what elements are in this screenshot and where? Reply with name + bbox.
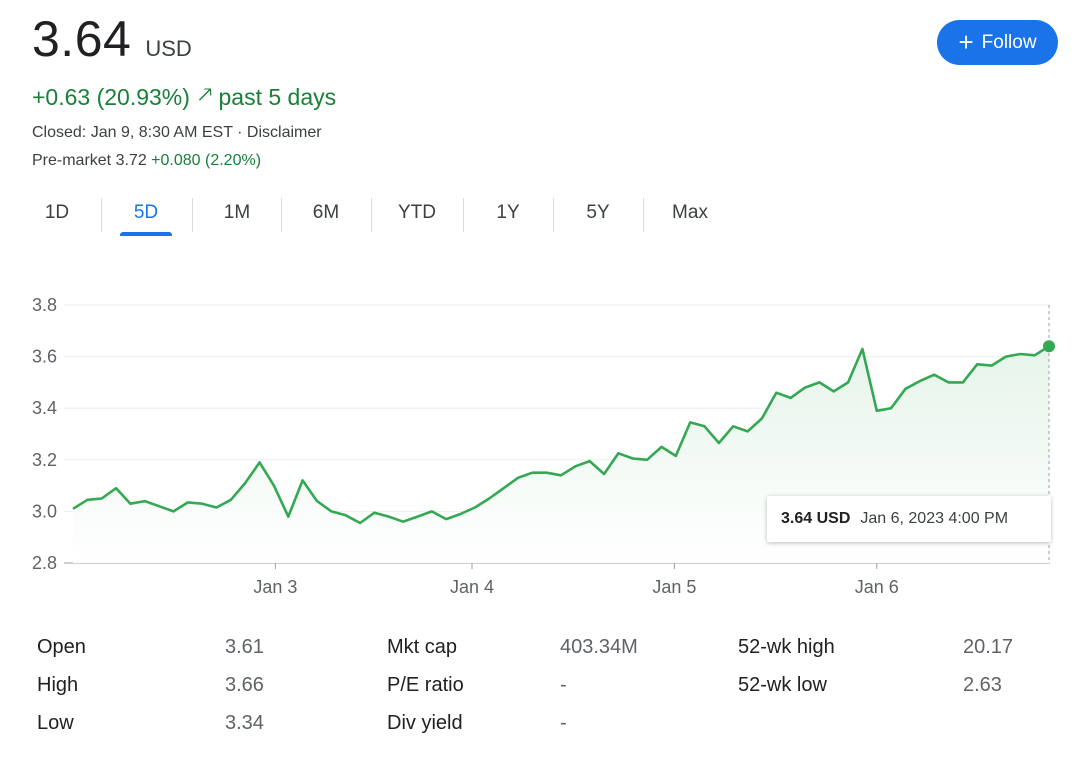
current-price: 3.64: [32, 11, 132, 67]
stat-label-low: Low: [37, 712, 74, 734]
stat-value-high: 3.66: [225, 674, 264, 696]
tooltip-date: Jan 6, 2023 4:00 PM: [860, 510, 1009, 527]
tab-divider: [553, 198, 554, 232]
tab-1m[interactable]: 1M: [223, 202, 251, 223]
x-tick-label: Jan 6: [855, 577, 899, 597]
price-chart[interactable]: 2.8 3.0 3.2 3.4 3.6 3.8 Jan 3 Jan 4 Jan 5 Jan 6: [0, 280, 1080, 610]
stat-value-52wk-high: 20.17: [963, 636, 1014, 658]
change-period: past 5 days: [218, 83, 337, 110]
stat-value-52wk-low: 2.63: [963, 674, 1002, 696]
active-tab-indicator: [120, 232, 172, 236]
x-tick-label: Jan 3: [253, 577, 297, 597]
stat-value-open: 3.61: [225, 636, 264, 658]
tab-6m[interactable]: 6M: [312, 202, 340, 223]
stat-label-mkt-cap: Mkt cap: [387, 636, 458, 658]
tab-1d[interactable]: 1D: [44, 202, 70, 223]
tab-ytd[interactable]: YTD: [398, 202, 436, 223]
tooltip-price: 3.64 USD: [781, 510, 851, 527]
follow-button[interactable]: + Follow: [937, 20, 1058, 65]
stat-value-mkt-cap: 403.34M: [560, 636, 638, 658]
tab-divider: [643, 198, 644, 232]
price-row: 3.64 USD: [32, 10, 192, 68]
last-point-marker: [1043, 340, 1055, 353]
chart-tooltip: 3.64 USD Jan 6, 2023 4:00 PM: [767, 496, 1051, 542]
y-tick-label: 3.0: [32, 501, 57, 521]
y-tick-label: 3.8: [32, 295, 57, 315]
y-tick-label: 3.4: [32, 398, 57, 418]
arrow-up-icon: 🡕: [197, 82, 213, 107]
stat-label-div-yield: Div yield: [387, 712, 463, 734]
tab-divider: [463, 198, 464, 232]
tab-divider: [192, 198, 193, 232]
x-tick-label: Jan 4: [450, 577, 494, 597]
y-tick-label: 3.6: [32, 347, 57, 367]
y-tick-label: 3.2: [32, 450, 57, 470]
premarket-change: +0.080 (2.20%): [151, 152, 262, 169]
stat-label-52wk-high: 52-wk high: [738, 636, 835, 658]
stat-label-open: Open: [37, 636, 86, 658]
tab-divider: [101, 198, 102, 232]
tab-1y[interactable]: 1Y: [496, 202, 520, 223]
premarket-info: Pre-market 3.72 +0.080 (2.20%): [32, 152, 261, 170]
tab-divider: [281, 198, 282, 232]
stat-label-high: High: [37, 674, 79, 696]
closed-status: Closed: Jan 9, 8:30 AM EST · Disclaimer: [32, 124, 322, 141]
tab-5y[interactable]: 5Y: [586, 202, 610, 223]
plus-icon: +: [958, 26, 974, 57]
x-tick-label: Jan 5: [652, 577, 696, 597]
tab-max[interactable]: Max: [672, 202, 708, 223]
stat-label-pe-ratio: P/E ratio: [387, 674, 464, 696]
y-tick-label: 2.8: [32, 553, 57, 573]
range-tabs: 1D 5D 1M 6M YTD 1Y 5Y Max: [0, 196, 760, 240]
currency-label: USD: [145, 36, 192, 61]
stat-label-52wk-low: 52-wk low: [738, 674, 827, 696]
stat-value-div-yield: -: [560, 712, 567, 734]
stat-value-low: 3.34: [225, 712, 264, 734]
follow-label: Follow: [981, 31, 1037, 53]
premarket-label: Pre-market 3.72: [32, 152, 147, 169]
price-change: +0.63 (20.93%) 🡕 past 5 days: [32, 78, 336, 116]
stat-value-pe-ratio: -: [560, 674, 567, 696]
change-value: +0.63 (20.93%): [32, 83, 190, 110]
tab-5d[interactable]: 5D: [133, 202, 159, 223]
tab-divider: [371, 198, 372, 232]
series-line: [72, 345, 1050, 525]
